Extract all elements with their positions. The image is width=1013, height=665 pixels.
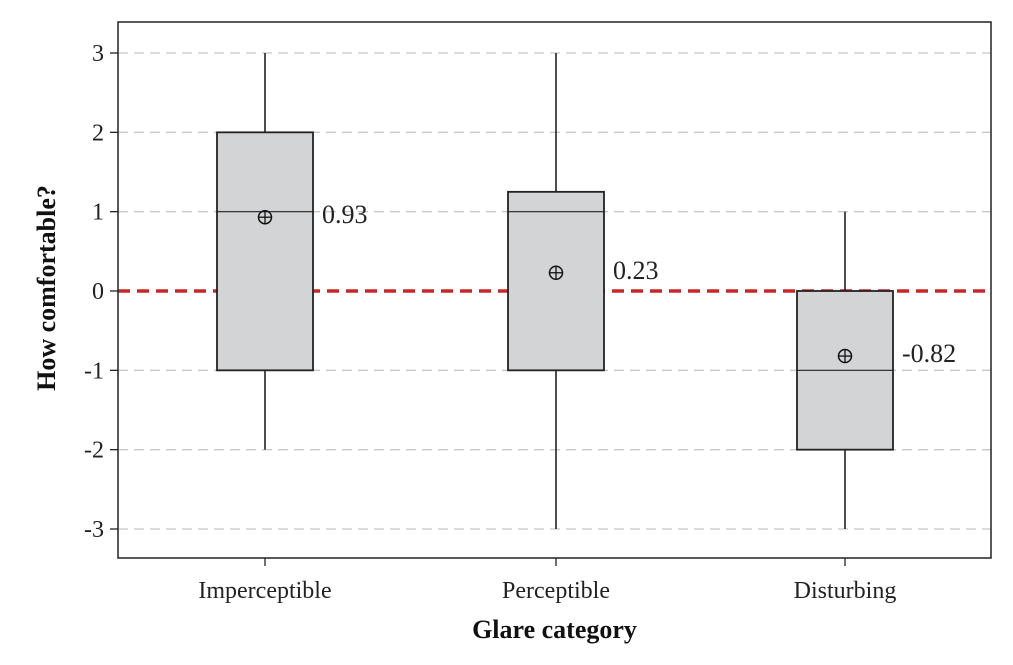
box-iqr bbox=[507, 190, 605, 372]
x-axis-ticks: Imperceptible Perceptible Disturbing bbox=[198, 558, 896, 604]
y-tick-label: 2 bbox=[92, 120, 104, 146]
mean-marker bbox=[257, 209, 273, 225]
box-imperceptible: 0.93 bbox=[216, 53, 368, 450]
x-tick-label: Disturbing bbox=[794, 578, 897, 604]
mean-marker bbox=[837, 348, 853, 364]
mean-value-label: 0.23 bbox=[613, 256, 659, 285]
y-tick-label: 3 bbox=[92, 41, 104, 67]
box-perceptible: 0.23 bbox=[507, 53, 659, 529]
box-iqr bbox=[216, 131, 314, 372]
plot-frame bbox=[117, 21, 992, 559]
mean-value-label: -0.82 bbox=[902, 339, 956, 368]
boxes: 0.93 0.23 -0.82 bbox=[216, 53, 956, 529]
mean-value-label: 0.93 bbox=[322, 200, 368, 229]
y-tick-label: -3 bbox=[84, 517, 104, 543]
y-axis-ticks: 3 2 1 0 -1 -2 -3 bbox=[84, 41, 118, 543]
mean-marker bbox=[548, 265, 564, 281]
y-axis-title: How comfortable? bbox=[32, 185, 61, 391]
y-tick-label: 1 bbox=[92, 200, 104, 226]
x-tick-label: Perceptible bbox=[502, 578, 610, 604]
x-axis-title: Glare category bbox=[472, 615, 637, 644]
y-tick-label: -1 bbox=[84, 358, 104, 384]
y-tick-label: -2 bbox=[84, 438, 104, 464]
x-tick-label: Imperceptible bbox=[198, 578, 331, 604]
box-disturbing: -0.82 bbox=[796, 211, 956, 529]
y-tick-label: 0 bbox=[92, 279, 104, 305]
